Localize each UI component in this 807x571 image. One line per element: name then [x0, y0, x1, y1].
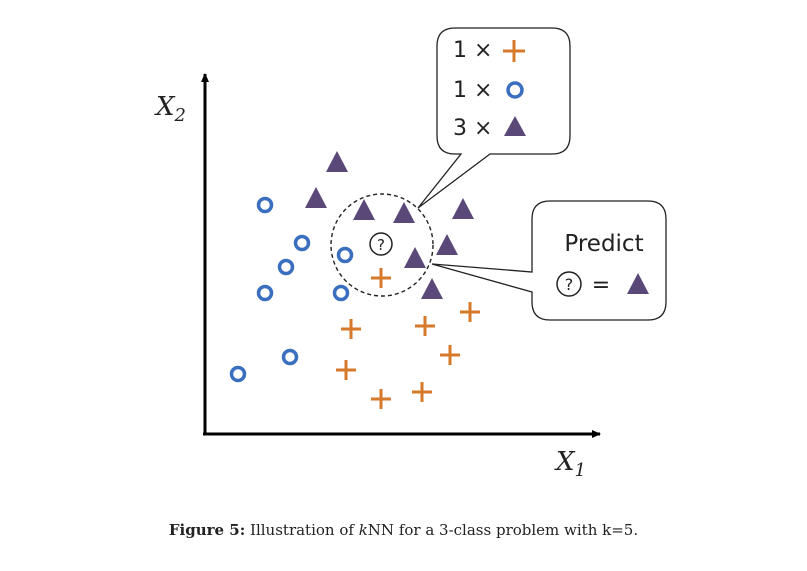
circle-point	[281, 348, 299, 366]
triangle-point	[326, 151, 348, 172]
circle-point	[336, 246, 354, 264]
circle-point	[332, 284, 350, 302]
neighbor-count-callout	[417, 27, 571, 209]
circle-point	[256, 196, 274, 214]
prediction-callout	[431, 200, 667, 321]
predict-equals: =	[592, 273, 610, 298]
cross-point	[371, 268, 391, 288]
predict-title: Predict	[564, 231, 643, 257]
knn-diagram: X2 X1 ? 1 × 1 × 3 × Predict ? =	[154, 27, 667, 481]
svg-text:1 ×: 1 ×	[453, 78, 492, 103]
circle-point	[293, 234, 311, 252]
cross-point	[415, 316, 435, 336]
caption-text: NN for a 3-class problem with k=5.	[367, 521, 639, 539]
x-axis-label: X1	[554, 447, 586, 481]
svg-text:?: ?	[377, 236, 385, 254]
cross-point	[440, 345, 460, 365]
circle-icon	[506, 81, 524, 99]
triangle-class-points	[305, 151, 474, 299]
cross-point	[412, 382, 432, 402]
svg-text:1 ×: 1 ×	[453, 38, 492, 63]
svg-text:?: ?	[565, 275, 574, 294]
figure-caption: Figure 5: Illustration of kNN for a 3-cl…	[0, 521, 807, 539]
triangle-point	[452, 198, 474, 219]
figure-label: Figure 5:	[168, 521, 246, 539]
y-axis-label: X2	[154, 92, 186, 126]
cross-icon	[503, 40, 525, 62]
cross-point	[341, 319, 361, 339]
svg-text:3 ×: 3 ×	[453, 116, 492, 141]
caption-text: Illustration of	[245, 521, 359, 539]
cross-point	[371, 389, 391, 409]
triangle-point	[393, 202, 415, 223]
neighbor-count-row: 1 ×	[453, 38, 525, 63]
triangle-point	[353, 199, 375, 220]
predict-query-symbol: ?	[556, 271, 582, 297]
query-point: ?	[369, 232, 393, 256]
cross-class-points	[336, 268, 480, 409]
triangle-point	[421, 278, 443, 299]
caption-k: k	[358, 521, 368, 539]
triangle-point	[404, 247, 426, 268]
neighbor-count-row: 3 ×	[453, 116, 526, 141]
circle-point	[256, 284, 274, 302]
circle-point	[229, 365, 247, 383]
cross-point	[336, 360, 356, 380]
circle-class-points	[229, 196, 354, 383]
circle-point	[277, 258, 295, 276]
triangle-point	[305, 187, 327, 208]
neighborhood-circle	[330, 193, 434, 297]
neighbor-count-row: 1 ×	[453, 78, 524, 103]
cross-point	[460, 302, 480, 322]
triangle-icon	[627, 273, 649, 294]
triangle-icon	[504, 116, 526, 136]
triangle-point	[436, 234, 458, 255]
